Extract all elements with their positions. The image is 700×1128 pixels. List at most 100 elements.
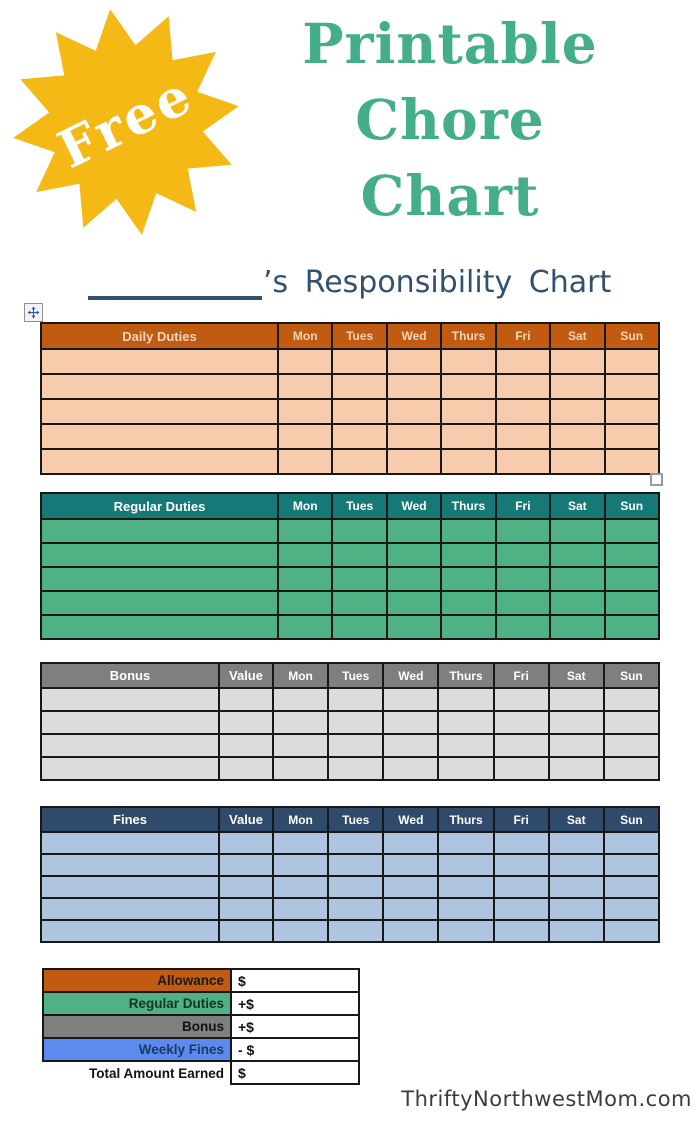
day-cell <box>385 373 443 400</box>
day-cell <box>547 875 605 899</box>
day-cell <box>385 398 443 425</box>
chore-name-cell <box>40 398 279 425</box>
day-cell <box>385 542 443 568</box>
day-cell <box>276 373 334 400</box>
free-label: Free <box>48 63 203 181</box>
chore-name-cell <box>40 542 279 568</box>
value-cell <box>218 897 274 921</box>
day-cell <box>494 423 552 450</box>
day-cell <box>549 518 606 544</box>
day-cell <box>492 831 550 855</box>
bonus-row <box>40 756 661 781</box>
day-cell <box>271 853 330 877</box>
day-header-mon: Mon <box>276 492 334 520</box>
fines-row <box>40 919 661 943</box>
day-cell <box>437 897 495 921</box>
summary-table: Allowance $ Regular Duties +$ Bonus +$ W… <box>42 968 360 1085</box>
daily-duties-row <box>40 373 661 400</box>
summary-value-allowance: $ <box>230 968 360 993</box>
chore-name-cell <box>40 853 220 877</box>
day-cell <box>492 897 550 921</box>
day-cell <box>271 831 330 855</box>
summary-label-allowance: Allowance <box>42 968 232 993</box>
day-header-wed: Wed <box>385 492 443 520</box>
day-cell <box>385 348 443 375</box>
day-header-fri: Fri <box>494 322 552 350</box>
day-cell <box>549 566 606 592</box>
day-cell <box>602 710 661 735</box>
chore-name-cell <box>40 518 279 544</box>
summary-row-total: Total Amount Earned $ <box>43 1060 360 1085</box>
summary-row-bonus: Bonus +$ <box>42 1014 360 1039</box>
day-cell <box>271 687 330 712</box>
chore-name-cell <box>40 566 279 592</box>
day-cell <box>331 448 388 475</box>
day-cell <box>602 919 661 943</box>
day-cell <box>603 373 661 400</box>
day-cell <box>547 897 605 921</box>
day-cell <box>549 373 606 400</box>
day-cell <box>276 398 334 425</box>
page-title-line-3: Chart <box>360 162 540 228</box>
day-cell <box>549 614 606 640</box>
day-cell <box>494 348 552 375</box>
fines-row <box>40 875 661 899</box>
day-header-mon: Mon <box>271 662 330 689</box>
responsibility-heading: ’s Responsibility Chart <box>88 258 611 300</box>
fines-row <box>40 897 661 921</box>
day-cell <box>271 756 330 781</box>
table-move-handle[interactable] <box>24 303 43 322</box>
day-cell <box>492 875 550 899</box>
day-cell <box>385 448 443 475</box>
summary-value-regular-duties: +$ <box>230 991 360 1016</box>
day-header-wed: Wed <box>385 322 443 350</box>
day-cell <box>440 518 497 544</box>
summary-label-bonus: Bonus <box>42 1014 232 1039</box>
day-header-sat: Sat <box>547 662 605 689</box>
day-cell <box>602 831 661 855</box>
day-cell <box>276 423 334 450</box>
regular-duties-row <box>40 542 661 568</box>
day-cell <box>382 919 440 943</box>
day-cell <box>603 398 661 425</box>
day-cell <box>382 875 440 899</box>
day-cell <box>331 542 388 568</box>
daily-duties-row <box>40 423 661 450</box>
day-cell <box>327 897 385 921</box>
daily-duties-row <box>40 398 661 425</box>
day-cell <box>603 566 661 592</box>
value-header-cell: Value <box>218 662 274 689</box>
chore-name-cell <box>40 897 220 921</box>
value-cell <box>218 831 274 855</box>
day-cell <box>440 590 497 616</box>
day-cell <box>382 831 440 855</box>
day-cell <box>440 566 497 592</box>
day-cell <box>603 542 661 568</box>
bonus-title-cell: Bonus <box>40 662 220 689</box>
chore-name-cell <box>40 919 220 943</box>
day-header-thurs: Thurs <box>440 322 497 350</box>
daily-duties-row <box>40 448 661 475</box>
chore-name-cell <box>40 875 220 899</box>
day-cell <box>327 733 385 758</box>
day-cell <box>331 398 388 425</box>
day-cell <box>437 710 495 735</box>
summary-value-total: $ <box>230 1060 360 1085</box>
day-cell <box>440 614 497 640</box>
day-header-sun: Sun <box>603 492 661 520</box>
page-title-line-1: Printable <box>302 11 598 76</box>
day-cell <box>440 398 497 425</box>
regular-duties-header-row: Regular Duties Mon Tues Wed Thurs Fri Sa… <box>40 492 661 520</box>
day-cell <box>549 398 606 425</box>
day-cell <box>492 710 550 735</box>
day-cell <box>440 373 497 400</box>
chore-name-cell <box>40 423 279 450</box>
fines-row <box>40 853 661 877</box>
value-cell <box>218 919 274 943</box>
day-cell <box>494 614 552 640</box>
table-resize-handle[interactable] <box>650 473 663 486</box>
day-cell <box>603 518 661 544</box>
day-cell <box>437 831 495 855</box>
day-cell <box>327 919 385 943</box>
day-cell <box>437 733 495 758</box>
